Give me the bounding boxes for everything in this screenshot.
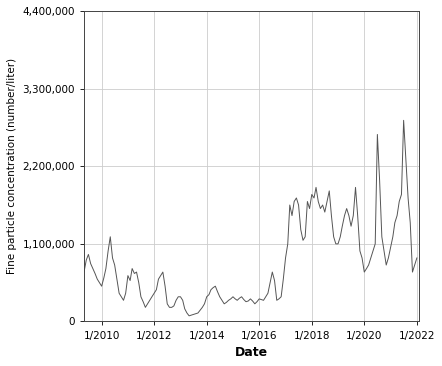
X-axis label: Date: Date bbox=[235, 346, 268, 359]
Y-axis label: Fine particle concentration (number/liter): Fine particle concentration (number/lite… bbox=[7, 58, 17, 274]
